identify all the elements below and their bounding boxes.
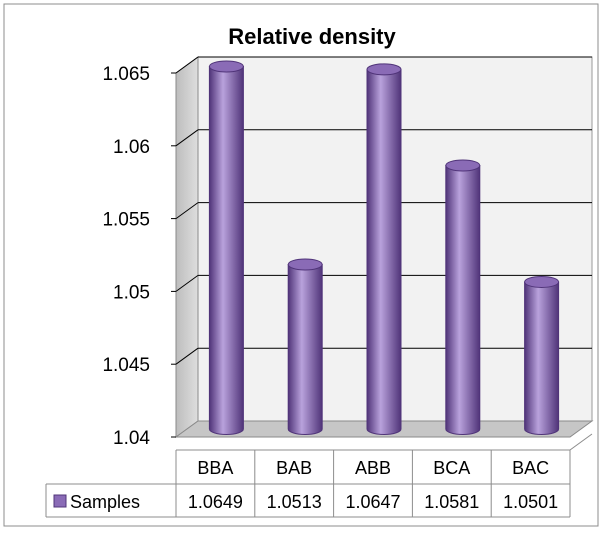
bar-top bbox=[524, 275, 560, 288]
bar-ABB bbox=[366, 63, 402, 435]
side-wall bbox=[175, 56, 199, 438]
legend-key bbox=[53, 494, 67, 508]
bar-body bbox=[524, 281, 560, 435]
legend-label: Samples bbox=[70, 492, 140, 512]
chart-title: Relative density bbox=[228, 24, 396, 49]
x-tick-label: BAB bbox=[276, 458, 312, 478]
bars bbox=[208, 60, 560, 435]
gridline-side bbox=[175, 129, 199, 147]
data-label: 1.0647 bbox=[345, 492, 400, 512]
bar-BAB bbox=[287, 258, 323, 435]
gridline-side bbox=[175, 202, 199, 220]
bar-BBA bbox=[208, 60, 244, 435]
bar-body bbox=[445, 164, 481, 435]
bar-top bbox=[366, 63, 402, 76]
y-axis: 1.04 1.045 1.05 1.055 1.06 1.065 bbox=[102, 64, 176, 449]
data-label: 1.0581 bbox=[424, 492, 479, 512]
data-label: 1.0649 bbox=[188, 492, 243, 512]
x-tick-label: BAC bbox=[512, 458, 549, 478]
y-tick-label: 1.05 bbox=[113, 282, 150, 303]
x-tick-label: BBA bbox=[197, 458, 233, 478]
gridline-side bbox=[175, 347, 199, 365]
y-tick-label: 1.04 bbox=[113, 428, 150, 449]
y-tick-label: 1.06 bbox=[113, 137, 150, 158]
y-tick-label: 1.045 bbox=[102, 355, 150, 376]
x-tick-label: BCA bbox=[433, 458, 470, 478]
bar-top bbox=[208, 60, 244, 73]
bar-body bbox=[208, 65, 244, 435]
bar-top bbox=[287, 258, 323, 271]
table-line bbox=[569, 433, 593, 451]
bar-body bbox=[287, 263, 323, 435]
bar-BAC bbox=[524, 275, 560, 435]
y-tick-label: 1.055 bbox=[102, 210, 150, 231]
bar-body bbox=[366, 68, 402, 435]
y-tick-label: 1.065 bbox=[102, 64, 150, 85]
data-table: BBA 1.0649 BAB 1.0513 ABB 1.0647 BCA 1.0581 BAC 1… bbox=[45, 433, 593, 518]
gridline-side bbox=[175, 56, 199, 74]
data-label: 1.0513 bbox=[267, 492, 322, 512]
x-tick-label: ABB bbox=[355, 458, 391, 478]
data-label: 1.0501 bbox=[503, 492, 558, 512]
gridline-side bbox=[175, 274, 199, 292]
bar-top bbox=[445, 159, 481, 172]
bar-BCA bbox=[445, 159, 481, 435]
